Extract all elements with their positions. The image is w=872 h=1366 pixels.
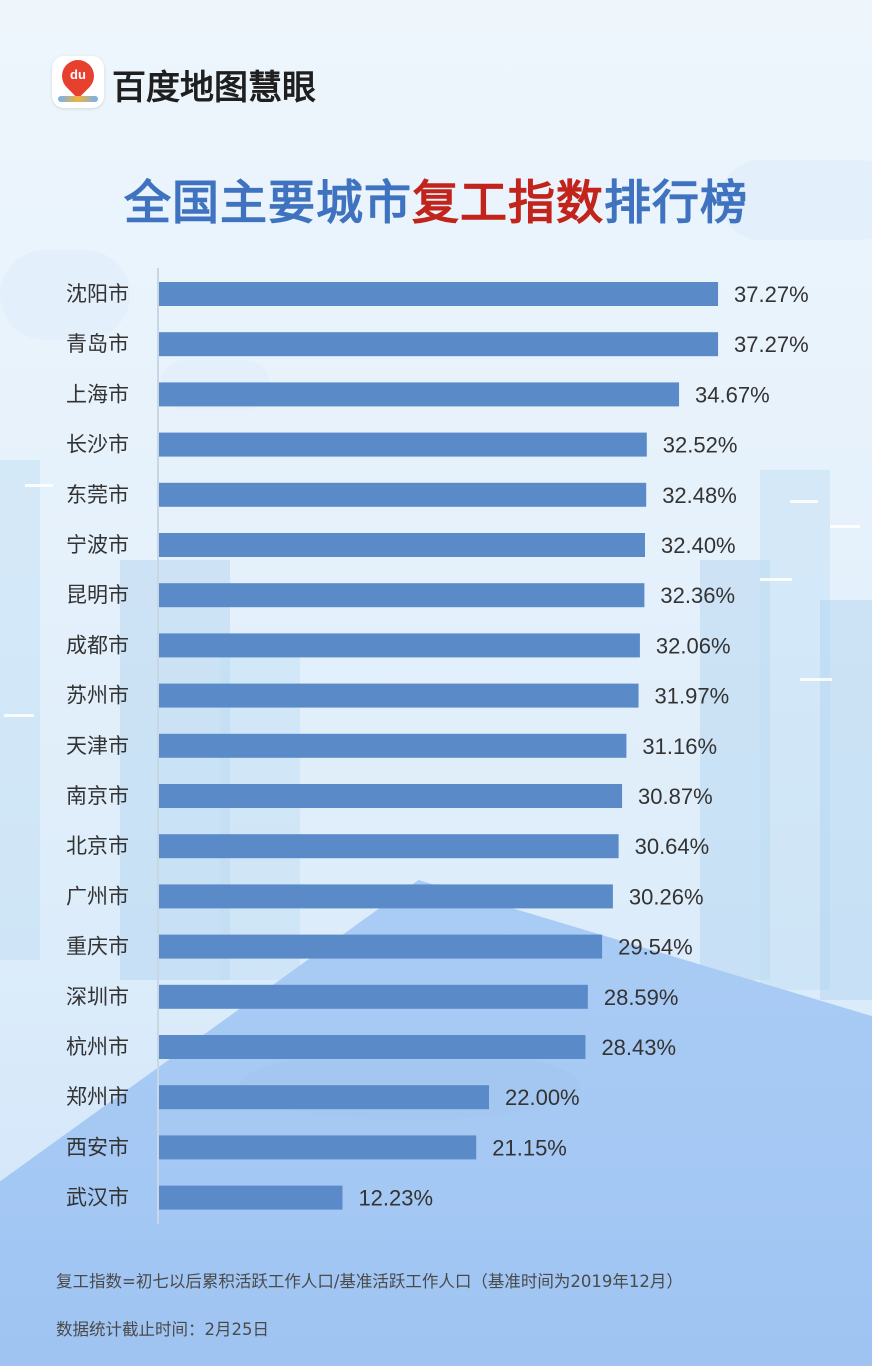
value-label: 28.43%: [601, 1035, 676, 1060]
value-label: 34.67%: [695, 382, 770, 407]
bar: [159, 1185, 343, 1210]
value-label: 30.26%: [629, 884, 704, 909]
brand-name: 百度地图慧眼: [112, 68, 316, 108]
bar: [159, 683, 639, 708]
bar: [159, 1035, 586, 1059]
background-cloud: [0, 250, 130, 340]
title-part-1: 全国主要城市: [124, 176, 412, 231]
background-cloud: [720, 160, 872, 240]
category-label: 青岛市: [66, 332, 129, 356]
background-building: [0, 460, 40, 960]
category-label: 郑州市: [66, 1085, 129, 1109]
bar: [159, 1085, 489, 1110]
bar: [159, 733, 627, 758]
bar: [159, 382, 680, 407]
category-label: 东莞市: [66, 483, 129, 507]
category-label: 杭州市: [66, 1035, 129, 1059]
value-label: 32.36%: [660, 583, 735, 608]
bar: [159, 934, 603, 959]
road-icon: [58, 96, 98, 102]
value-label: 31.16%: [642, 734, 717, 759]
value-label: 32.40%: [661, 533, 736, 558]
page-title: 全国主要城市复工指数排行榜: [0, 164, 872, 233]
bar: [159, 282, 719, 306]
value-label: 12.23%: [358, 1186, 433, 1211]
category-label: 上海市: [66, 382, 129, 406]
background-window: [4, 714, 34, 717]
value-label: 31.97%: [655, 684, 730, 709]
background-building: [820, 600, 872, 1000]
category-label: 苏州市: [66, 684, 129, 708]
bar: [159, 432, 647, 457]
background-window: [830, 525, 860, 528]
value-label: 37.27%: [734, 282, 809, 307]
category-label: 西安市: [66, 1135, 129, 1159]
bar: [159, 332, 719, 357]
value-label: 32.06%: [656, 633, 731, 658]
logo-text: du: [70, 67, 86, 82]
category-label: 昆明市: [66, 583, 129, 607]
background-building: [120, 560, 230, 980]
value-label: 37.27%: [734, 332, 809, 357]
background-window: [800, 678, 832, 681]
category-label: 南京市: [66, 784, 129, 808]
category-label: 天津市: [66, 734, 129, 758]
category-label: 重庆市: [66, 935, 129, 959]
baidu-map-logo: du: [52, 53, 104, 108]
value-label: 29.54%: [618, 935, 693, 960]
value-label: 30.64%: [635, 834, 710, 859]
footer-formula: 复工指数=初七以后累积活跃工作人口/基准活跃工作人口（基准时间为2019年12月…: [56, 1272, 683, 1291]
category-label: 沈阳市: [66, 282, 129, 306]
category-label: 武汉市: [66, 1186, 129, 1210]
value-label: 30.87%: [638, 784, 713, 809]
title-highlight: 复工指数: [412, 176, 604, 231]
category-label: 成都市: [66, 633, 129, 657]
bar: [159, 784, 623, 808]
value-label: 32.52%: [663, 433, 738, 458]
category-label: 宁波市: [66, 533, 129, 557]
bar: [159, 482, 647, 507]
category-label: 广州市: [66, 884, 129, 908]
category-label: 深圳市: [66, 985, 129, 1009]
bar: [159, 533, 645, 557]
value-label: 21.15%: [492, 1135, 567, 1160]
value-label: 22.00%: [505, 1085, 580, 1110]
bar: [159, 834, 619, 859]
bar: [159, 884, 613, 909]
bar: [159, 633, 640, 658]
footer-cutoff: 数据统计截止时间：2月25日: [56, 1320, 269, 1339]
background-building: [760, 470, 830, 990]
value-label: 32.48%: [662, 483, 737, 508]
value-label: 28.59%: [604, 985, 679, 1010]
title-part-3: 排行榜: [604, 176, 748, 231]
bar: [159, 583, 645, 608]
background-building: [700, 560, 770, 980]
bar: [159, 1135, 477, 1160]
category-label: 长沙市: [66, 433, 129, 457]
category-label: 北京市: [66, 834, 129, 858]
background-window: [25, 484, 53, 487]
bar: [159, 984, 588, 1009]
background-window: [760, 578, 792, 581]
background-window: [790, 500, 818, 503]
